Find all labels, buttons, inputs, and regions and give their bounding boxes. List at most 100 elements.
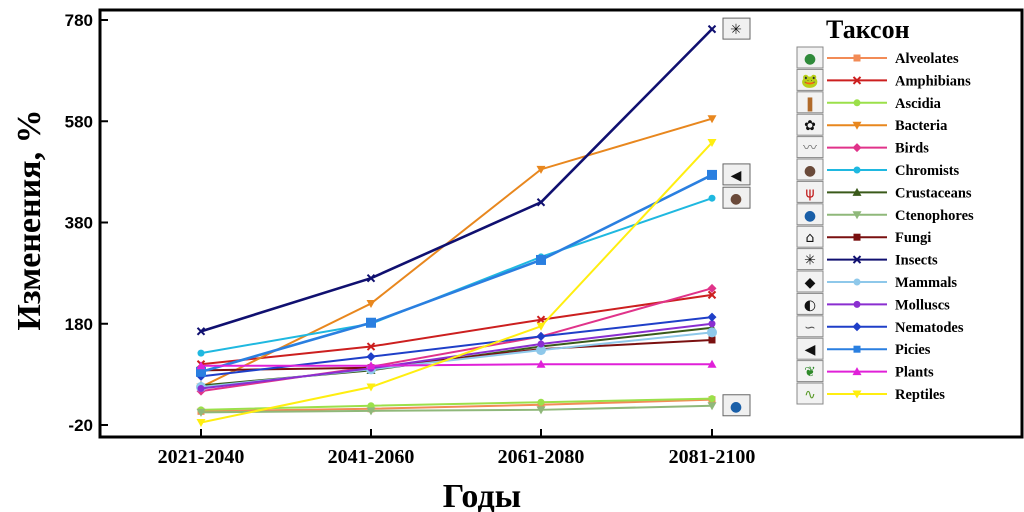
legend-label: Ctenophores [895, 208, 974, 224]
series-picies [196, 169, 717, 377]
legend-icon-frame [796, 113, 824, 136]
legend-icon-frame [796, 203, 824, 226]
data-point [536, 322, 546, 331]
legend-icon-frame [796, 270, 824, 293]
y-tick-label: 380 [65, 214, 93, 233]
series-line [200, 404, 713, 414]
legend-icon-frame [796, 360, 824, 383]
legend-marker [853, 233, 861, 241]
legend-icon-frame [796, 225, 824, 248]
series-line [200, 338, 713, 372]
legend-label: Fungi [895, 230, 931, 246]
data-point [707, 312, 717, 322]
data-point [196, 327, 206, 336]
legend-label: Reptiles [895, 387, 945, 403]
legend-marker [852, 255, 862, 264]
legend-item-reptiles: ∿ Reptiles [796, 382, 945, 405]
series-line [201, 363, 712, 367]
data-point [707, 169, 717, 180]
ascidian-icon: ❚ [804, 96, 816, 112]
data-point [536, 345, 546, 356]
legend-marker [853, 345, 861, 353]
legend-marker [853, 99, 861, 107]
series-reptiles [196, 139, 717, 427]
data-point [536, 315, 546, 324]
series-line [200, 398, 713, 413]
chromist-icon: ● [804, 163, 816, 179]
x-tick-label: 2061-2080 [498, 446, 585, 468]
data-point [196, 361, 206, 370]
y-axis: -20 180 380 580 780 [65, 11, 108, 435]
data-point [536, 331, 546, 341]
legend-icon-frame [796, 136, 824, 159]
data-point [366, 273, 376, 283]
x-axis: 2021-2040 2041-2060 2061-2080 2081-2100 [158, 429, 756, 468]
series-ctenophores [196, 402, 717, 417]
point-icon-frame [722, 163, 751, 186]
fish-icon: ◀ [722, 163, 751, 186]
data-point [707, 402, 717, 411]
series-plants [196, 359, 717, 370]
legend-icon-frame [796, 180, 824, 203]
data-point [707, 290, 717, 300]
protist-icon: ● [804, 51, 816, 67]
data-point [707, 327, 717, 338]
legend-marker [852, 390, 862, 399]
data-point [536, 359, 546, 368]
data-point [366, 407, 376, 416]
legend-label: Alveolates [895, 51, 959, 67]
legend-marker [852, 187, 862, 196]
insect-icon: ✳ [804, 253, 816, 269]
legend-label: Picies [895, 342, 931, 358]
legend-item-alveolates: ● Alveolates [796, 46, 959, 69]
data-point [707, 24, 717, 34]
point-icon-glyph: ✳ [730, 22, 742, 38]
legend-item-insects: ✳ Insects [796, 248, 938, 271]
y-tick-label: 580 [65, 112, 93, 131]
point-icon-glyph: ◀ [731, 168, 742, 184]
data-point [366, 361, 376, 370]
legend-label: Molluscs [895, 297, 950, 313]
legend-icon-frame [796, 248, 824, 271]
legend-label: Amphibians [895, 73, 971, 89]
legend-icon-frame [796, 91, 824, 114]
legend-marker [852, 211, 862, 220]
mammal-icon: ◆ [805, 275, 816, 291]
data-point [197, 385, 205, 393]
data-point [708, 336, 716, 344]
data-point [707, 359, 717, 368]
legend-label: Nematodes [895, 320, 964, 336]
legend-marker [853, 278, 861, 286]
data-point [197, 349, 205, 357]
data-point [707, 139, 717, 148]
data-point [708, 194, 716, 202]
legend-item-plants: ❦ Plants [796, 360, 934, 383]
legend-label: Mammals [895, 275, 957, 291]
mollusc-icon: ◐ [804, 297, 816, 313]
legend-label: Crustaceans [895, 185, 972, 201]
legend-icon-frame [796, 382, 824, 405]
data-point [536, 406, 546, 415]
legend-marker [852, 143, 862, 153]
legend-marker [853, 54, 861, 62]
legend-item-picies: ◀ Picies [796, 337, 931, 360]
bird-icon: 〰 [803, 141, 817, 157]
chromist-icon: ● [722, 186, 751, 209]
bacteria-icon: ✿ [804, 118, 816, 134]
series-line [200, 397, 713, 411]
x-tick-label: 2041-2060 [328, 446, 415, 468]
legend-marker [853, 300, 861, 308]
x-tick-label: 2081-2100 [669, 446, 756, 468]
data-point [708, 395, 716, 403]
data-point [536, 165, 546, 174]
legend-item-ctenophores: ● Ctenophores [796, 203, 974, 226]
x-axis-title: Годы [443, 478, 521, 512]
point-icon-frame [722, 394, 751, 417]
data-point [537, 398, 545, 406]
data-point [196, 418, 206, 427]
legend-label: Ascidia [895, 96, 942, 112]
x-tick-label: 2021-2040 [158, 446, 245, 468]
ctenophore-icon: ● [804, 208, 816, 224]
data-point [707, 115, 717, 124]
